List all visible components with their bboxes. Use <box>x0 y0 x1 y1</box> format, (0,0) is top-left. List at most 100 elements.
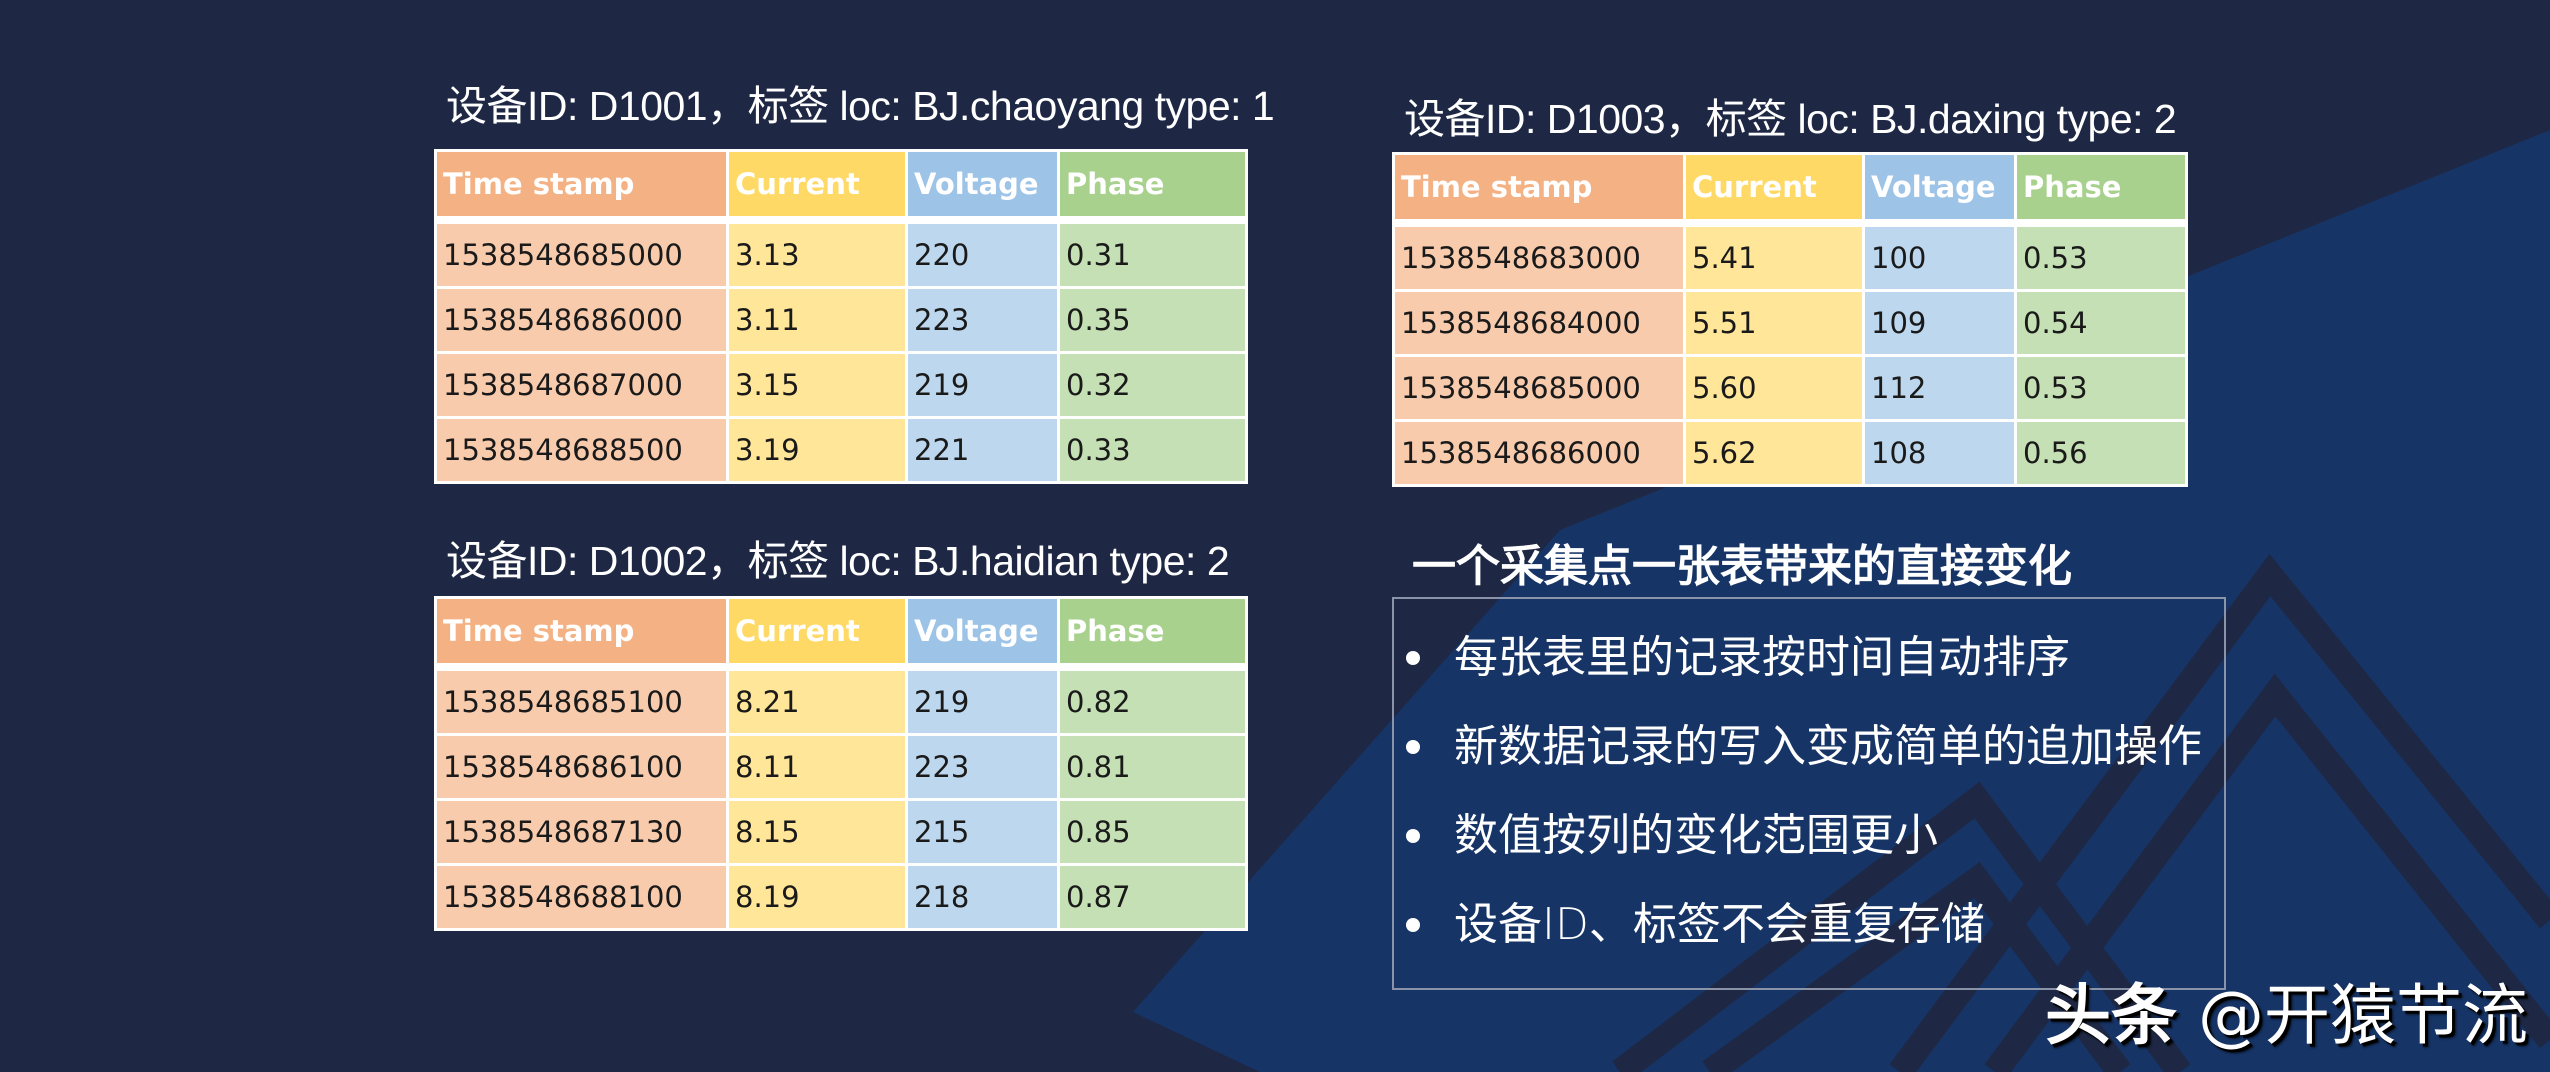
column-header-current: Current <box>726 596 908 671</box>
cell-phase: 0.54 <box>2014 289 2188 357</box>
cell-voltage: 109 <box>1862 289 2017 357</box>
bullet-item: 设备ID、标签不会重复存储 <box>1394 894 2224 983</box>
table-row: 1538548687000 3.15 219 0.32 <box>434 351 1248 419</box>
blue-diagonal-shape <box>1133 130 2550 1072</box>
cell-timestamp: 1538548686000 <box>434 286 729 354</box>
table-row: 1538548686000 3.11 223 0.35 <box>434 286 1248 354</box>
cell-phase: 0.35 <box>1057 286 1248 354</box>
cell-current: 3.13 <box>726 218 908 289</box>
cell-phase: 0.33 <box>1057 416 1248 484</box>
table-header-row: Time stamp Current Voltage Phase <box>434 149 1248 224</box>
cell-phase: 0.56 <box>2014 419 2188 487</box>
table-header-row: Time stamp Current Voltage Phase <box>1392 152 2188 227</box>
cell-current: 8.15 <box>726 798 908 866</box>
cell-phase: 0.32 <box>1057 351 1248 419</box>
column-header-timestamp: Time stamp <box>1392 152 1686 227</box>
summary-heading: 一个采集点一张表带来的直接变化 <box>1412 541 2072 592</box>
table-row: 1538548687130 8.15 215 0.85 <box>434 798 1248 866</box>
column-header-voltage: Voltage <box>905 149 1060 224</box>
table-row: 1538548685000 5.60 112 0.53 <box>1392 354 2188 422</box>
table-row: 1538548683000 5.41 100 0.53 <box>1392 221 2188 292</box>
watermark-handle: @开猿节流 <box>2197 977 2528 1054</box>
cell-timestamp: 1538548685000 <box>434 218 729 289</box>
cell-voltage: 108 <box>1862 419 2017 487</box>
table-row: 1538548685100 8.21 219 0.82 <box>434 665 1248 736</box>
bullet-dot-icon <box>1406 829 1420 843</box>
cell-voltage: 112 <box>1862 354 2017 422</box>
cell-timestamp: 1538548687130 <box>434 798 729 866</box>
table-row: 1538548688500 3.19 221 0.33 <box>434 416 1248 484</box>
cell-current: 5.51 <box>1683 289 1865 357</box>
column-header-voltage: Voltage <box>905 596 1060 671</box>
cell-current: 8.11 <box>726 733 908 801</box>
cell-voltage: 221 <box>905 416 1060 484</box>
bullet-item: 每张表里的记录按时间自动排序 <box>1394 627 2224 716</box>
bullet-dot-icon <box>1406 740 1420 754</box>
device-table-d1003: Time stamp Current Voltage Phase 1538548… <box>1392 152 2188 487</box>
cell-phase: 0.81 <box>1057 733 1248 801</box>
column-header-timestamp: Time stamp <box>434 149 729 224</box>
cell-voltage: 218 <box>905 863 1060 931</box>
table-row: 1538548686000 5.62 108 0.56 <box>1392 419 2188 487</box>
bullet-item: 新数据记录的写入变成简单的追加操作 <box>1394 716 2224 805</box>
device-table-d1002: Time stamp Current Voltage Phase 1538548… <box>434 596 1248 931</box>
cell-current: 5.62 <box>1683 419 1865 487</box>
cell-voltage: 219 <box>905 351 1060 419</box>
column-header-timestamp: Time stamp <box>434 596 729 671</box>
cell-voltage: 219 <box>905 665 1060 736</box>
bullet-text: 新数据记录的写入变成简单的追加操作 <box>1454 721 2202 772</box>
cell-timestamp: 1538548686000 <box>1392 419 1686 487</box>
cell-timestamp: 1538548683000 <box>1392 221 1686 292</box>
summary-bullet-list: 每张表里的记录按时间自动排序 新数据记录的写入变成简单的追加操作 数值按列的变化… <box>1394 627 2224 983</box>
cell-phase: 0.53 <box>2014 354 2188 422</box>
cell-phase: 0.53 <box>2014 221 2188 292</box>
bullet-item: 数值按列的变化范围更小 <box>1394 805 2224 894</box>
bullet-dot-icon <box>1406 651 1420 665</box>
bullet-text: 每张表里的记录按时间自动排序 <box>1454 632 2070 683</box>
device-title-d1001: 设备ID: D1001，标签 loc: BJ.chaoyang type: 1 <box>446 83 1275 129</box>
cell-timestamp: 1538548688100 <box>434 863 729 931</box>
cell-timestamp: 1538548688500 <box>434 416 729 484</box>
bullet-text: 设备ID、标签不会重复存储 <box>1454 899 1985 950</box>
cell-current: 3.15 <box>726 351 908 419</box>
cell-timestamp: 1538548685000 <box>1392 354 1686 422</box>
cell-current: 5.41 <box>1683 221 1865 292</box>
column-header-phase: Phase <box>1057 596 1248 671</box>
cell-timestamp: 1538548685100 <box>434 665 729 736</box>
bullet-text: 数值按列的变化范围更小 <box>1454 810 1938 861</box>
bullet-dot-icon <box>1406 918 1420 932</box>
table-row: 1538548686100 8.11 223 0.81 <box>434 733 1248 801</box>
cell-timestamp: 1538548684000 <box>1392 289 1686 357</box>
table-header-row: Time stamp Current Voltage Phase <box>434 596 1248 671</box>
watermark-brand: 头条 <box>2045 977 2177 1054</box>
table-row: 1538548684000 5.51 109 0.54 <box>1392 289 2188 357</box>
watermark: 头条 @开猿节流 <box>2045 962 2528 1058</box>
cell-current: 3.11 <box>726 286 908 354</box>
cell-voltage: 223 <box>905 733 1060 801</box>
column-header-voltage: Voltage <box>1862 152 2017 227</box>
device-title-d1002: 设备ID: D1002，标签 loc: BJ.haidian type: 2 <box>446 538 1230 584</box>
column-header-current: Current <box>1683 152 1865 227</box>
cell-phase: 0.87 <box>1057 863 1248 931</box>
cell-timestamp: 1538548687000 <box>434 351 729 419</box>
table-row: 1538548688100 8.19 218 0.87 <box>434 863 1248 931</box>
column-header-phase: Phase <box>2014 152 2188 227</box>
cell-timestamp: 1538548686100 <box>434 733 729 801</box>
column-header-current: Current <box>726 149 908 224</box>
table-row: 1538548685000 3.13 220 0.31 <box>434 218 1248 289</box>
column-header-phase: Phase <box>1057 149 1248 224</box>
summary-box: 每张表里的记录按时间自动排序 新数据记录的写入变成简单的追加操作 数值按列的变化… <box>1392 597 2226 990</box>
device-table-d1001: Time stamp Current Voltage Phase 1538548… <box>434 149 1248 484</box>
cell-voltage: 220 <box>905 218 1060 289</box>
cell-phase: 0.85 <box>1057 798 1248 866</box>
cell-current: 8.19 <box>726 863 908 931</box>
device-title-d1003: 设备ID: D1003，标签 loc: BJ.daxing type: 2 <box>1404 96 2177 142</box>
cell-voltage: 215 <box>905 798 1060 866</box>
cell-current: 8.21 <box>726 665 908 736</box>
cell-current: 5.60 <box>1683 354 1865 422</box>
mountain-chevrons <box>1612 553 2550 1072</box>
cell-current: 3.19 <box>726 416 908 484</box>
cell-voltage: 100 <box>1862 221 2017 292</box>
cell-voltage: 223 <box>905 286 1060 354</box>
